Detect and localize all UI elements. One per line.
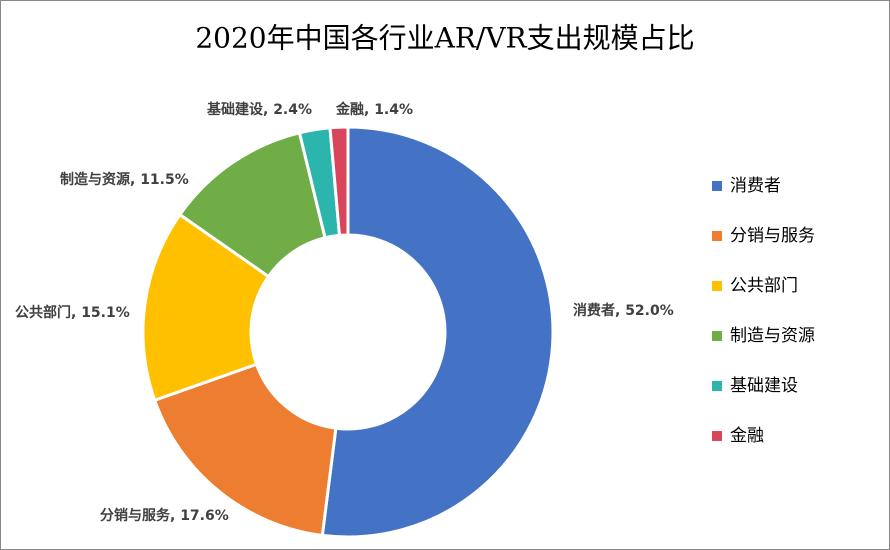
data-label: 公共部门, 15.1% — [15, 304, 130, 321]
data-label: 消费者, 52.0% — [573, 302, 674, 319]
legend-swatch — [712, 431, 722, 441]
data-label: 金融, 1.4% — [335, 101, 413, 118]
donut-slice — [320, 125, 555, 539]
data-label: 基础建设, 2.4% — [207, 101, 312, 118]
data-label: 分销与服务, 17.6% — [100, 507, 229, 524]
donut-slice — [141, 212, 271, 403]
legend-swatch — [712, 381, 722, 391]
legend-swatch — [712, 331, 722, 341]
legend-label: 消费者 — [730, 176, 781, 196]
legend-label: 金融 — [730, 426, 764, 446]
legend-label: 公共部门 — [730, 276, 798, 296]
legend-label: 分销与服务 — [730, 226, 815, 246]
legend-swatch — [712, 281, 722, 291]
data-label: 制造与资源, 11.5% — [60, 171, 189, 188]
chart-title: 2020年中国各行业AR/VR支出规模占比 — [195, 22, 694, 55]
legend-label: 基础建设 — [730, 376, 798, 396]
legend-swatch — [712, 231, 722, 241]
donut-slice — [328, 125, 350, 238]
legend-label: 制造与资源 — [730, 326, 815, 346]
legend-swatch — [712, 181, 722, 191]
donut-slice — [152, 362, 338, 538]
